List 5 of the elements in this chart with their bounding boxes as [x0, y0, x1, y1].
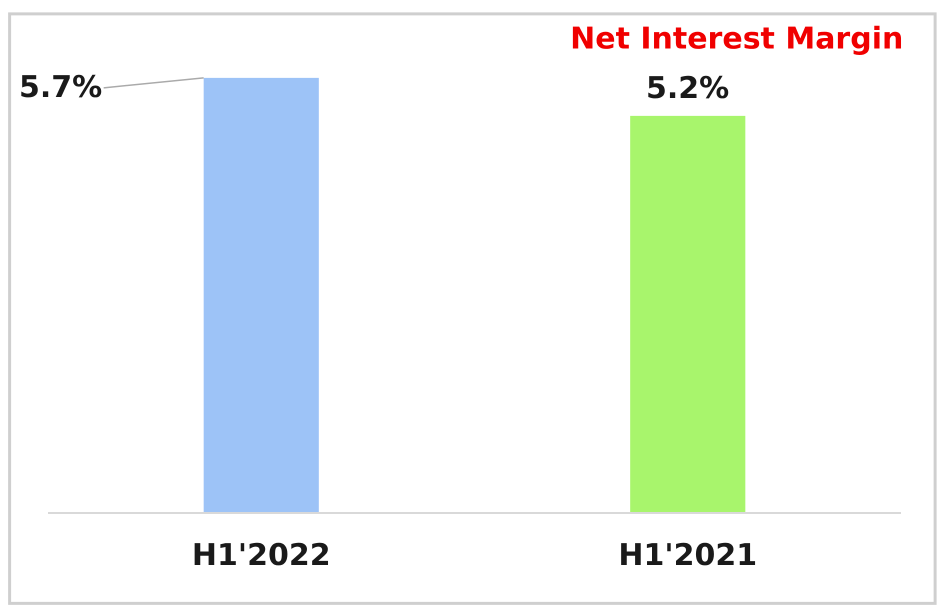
data-label: 5.2% — [646, 71, 730, 106]
x-tick-label: H1'2021 — [618, 538, 758, 573]
chart-title: Net Interest Margin — [570, 21, 904, 56]
x-tick-label: H1'2022 — [192, 538, 331, 573]
data-label: 5.7% — [19, 70, 102, 105]
